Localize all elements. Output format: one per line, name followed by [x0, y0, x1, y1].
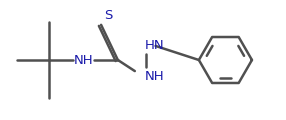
Text: HN: HN [145, 39, 164, 52]
Text: S: S [104, 9, 112, 22]
Text: NH: NH [74, 54, 94, 66]
Text: NH: NH [145, 70, 164, 83]
